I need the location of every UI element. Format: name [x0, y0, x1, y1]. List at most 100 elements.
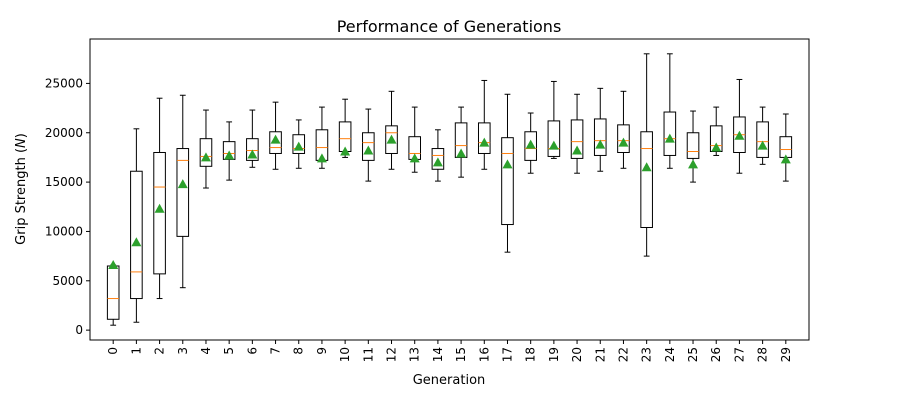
- mean-marker: [711, 142, 722, 152]
- mean-marker: [664, 133, 675, 143]
- box-group: [106, 259, 120, 326]
- x-tick-label: 29: [779, 347, 793, 362]
- x-tick-label: 12: [385, 347, 399, 362]
- x-tick-label: 20: [570, 347, 584, 362]
- mean-marker: [757, 140, 768, 150]
- x-tick-label: 23: [640, 347, 654, 362]
- box-group: [501, 93, 514, 253]
- box-iqr: [663, 111, 677, 156]
- box-group: [199, 109, 213, 189]
- mean-marker: [618, 137, 629, 147]
- x-tick-label: 7: [269, 347, 283, 355]
- x-tick-label: 2: [153, 347, 167, 355]
- x-tick-label: 14: [431, 347, 445, 362]
- box-iqr: [431, 148, 445, 170]
- box-iqr: [779, 136, 793, 158]
- x-tick-label: 0: [106, 347, 120, 355]
- mean-marker: [270, 134, 281, 144]
- mean-marker: [247, 149, 258, 159]
- mean-marker: [548, 140, 559, 150]
- mean-marker: [363, 145, 374, 155]
- mean-marker: [316, 153, 327, 163]
- y-tick-label: 5000: [52, 274, 83, 288]
- y-tick-label: 10000: [45, 224, 83, 238]
- box-iqr: [176, 148, 190, 237]
- x-tick-label: 27: [732, 347, 746, 362]
- y-axis-label-prefix: Grip Strength (: [14, 148, 29, 245]
- box-iqr: [570, 119, 584, 159]
- box-group: [292, 119, 306, 169]
- x-tick-label: 5: [222, 347, 236, 355]
- box-group: [570, 93, 584, 174]
- box-group: [709, 106, 723, 156]
- x-tick-label: 13: [408, 347, 422, 362]
- box-iqr: [106, 265, 120, 320]
- box-iqr: [292, 134, 306, 154]
- box-iqr: [501, 137, 514, 226]
- mean-marker: [479, 137, 490, 147]
- box-iqr: [593, 118, 607, 156]
- box-iqr: [246, 138, 259, 161]
- box-iqr: [547, 120, 561, 157]
- y-tick-label: 25000: [45, 76, 83, 90]
- mean-marker: [409, 153, 420, 163]
- mean-marker: [154, 203, 165, 213]
- box-iqr: [524, 131, 537, 161]
- x-tick-label: 8: [292, 347, 306, 355]
- box-group: [733, 78, 746, 174]
- x-tick-label: 4: [199, 347, 213, 355]
- mean-marker: [108, 259, 119, 269]
- mean-marker: [131, 237, 142, 247]
- box-iqr: [756, 121, 769, 158]
- box-group: [222, 121, 236, 181]
- mean-marker: [200, 152, 211, 162]
- y-axis-label: Grip Strength (N): [14, 133, 29, 245]
- x-tick-label: 18: [524, 347, 538, 362]
- mean-marker: [177, 179, 188, 189]
- x-tick-label: 16: [477, 347, 491, 362]
- box-group: [176, 94, 190, 289]
- mean-marker: [641, 162, 652, 172]
- mean-marker: [525, 139, 536, 149]
- mean-marker: [734, 130, 745, 140]
- x-tick-label: 28: [756, 347, 770, 362]
- box-group: [362, 108, 375, 182]
- box-iqr: [686, 132, 700, 159]
- box-group: [269, 101, 282, 170]
- y-tick-label: 20000: [45, 126, 83, 140]
- x-tick-label: 19: [547, 347, 561, 362]
- box-group: [524, 112, 537, 174]
- plot-frame: [89, 38, 810, 341]
- mean-marker: [572, 145, 583, 155]
- box-group: [153, 97, 166, 300]
- x-tick-label: 11: [361, 347, 375, 362]
- mean-marker: [224, 150, 235, 160]
- mean-marker: [432, 157, 443, 167]
- box-iqr: [269, 131, 282, 154]
- box-group: [408, 106, 422, 173]
- box-group: [130, 128, 143, 323]
- box-iqr: [617, 124, 630, 153]
- box-iqr: [477, 122, 491, 154]
- x-tick-label: 6: [245, 347, 259, 355]
- x-tick-label: 10: [338, 347, 352, 362]
- box-group: [593, 87, 607, 172]
- x-tick-label: 21: [593, 347, 607, 362]
- x-tick-label: 3: [176, 347, 190, 355]
- x-tick-label: 15: [454, 347, 468, 362]
- box-group: [756, 106, 769, 165]
- box-iqr: [385, 125, 398, 154]
- box-iqr: [362, 132, 375, 161]
- y-tick-label: 15000: [45, 175, 83, 189]
- mean-marker: [456, 148, 467, 158]
- box-group: [477, 79, 491, 170]
- mean-marker: [386, 134, 397, 144]
- box-group: [617, 90, 630, 169]
- mean-marker: [595, 139, 606, 149]
- chart-title: Performance of Generations: [337, 17, 562, 36]
- x-tick-label: 24: [663, 347, 677, 362]
- x-tick-label: 17: [500, 347, 514, 362]
- box-group: [315, 106, 329, 169]
